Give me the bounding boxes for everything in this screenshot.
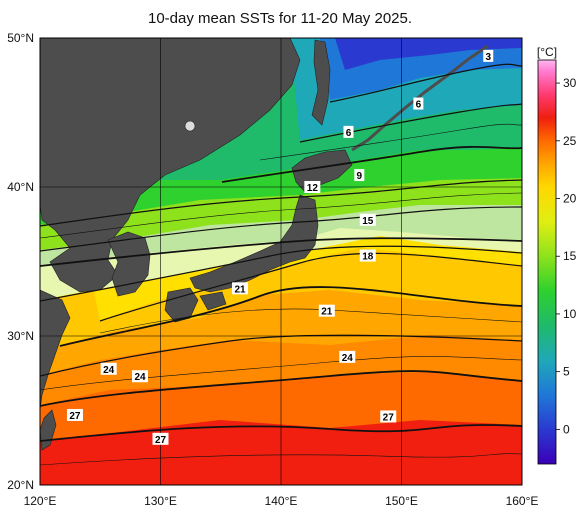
isotherm-label: 15	[359, 213, 376, 227]
colorbar-ticks: 30 25 20 15 10 5 0	[556, 76, 577, 436]
isotherm-label-bg	[318, 304, 335, 317]
isotherm-label-bg	[483, 49, 494, 62]
isotherm-label-text: 27	[69, 411, 81, 422]
isotherm-label-text: 6	[416, 100, 422, 111]
isotherm-label: 21	[318, 304, 335, 318]
land-kyushu	[164, 287, 199, 323]
isotherm-label-bg	[339, 350, 356, 363]
isotherm-label-text: 24	[103, 365, 115, 376]
isotherm-label: 24	[132, 370, 149, 383]
x-tick-label: 160°E	[506, 494, 539, 508]
colorbar-tick-label: 15	[563, 249, 577, 263]
y-tick-label: 40°N	[7, 180, 34, 194]
isotherm-label: 9	[354, 169, 365, 182]
map-title: 10-day mean SSTs for 11-20 May 2025.	[147, 10, 413, 27]
x-tick-label: 130°E	[144, 494, 177, 508]
isotherm-lines	[40, 63, 522, 466]
isotherm-label-bg	[359, 213, 376, 226]
isotherm-label-text: 27	[155, 435, 167, 446]
x-tick-label: 120°E	[24, 494, 57, 508]
colorbar-unit: [°C]	[537, 45, 557, 59]
y-tick-label: 30°N	[7, 329, 34, 343]
isotherm-label-text: 3	[485, 52, 491, 63]
y-axis-labels: 50°N 40°N 30°N 20°N	[7, 31, 34, 492]
isotherm-label: 24	[339, 350, 356, 364]
isotherm-label: 27	[380, 410, 397, 423]
colorbar-tick-label: 30	[563, 76, 577, 90]
isotherm-label: 6	[343, 125, 354, 139]
x-tick-label: 140°E	[265, 494, 298, 508]
isotherm-label-text: 24	[134, 372, 146, 383]
y-tick-label: 50°N	[7, 31, 34, 45]
land-shikoku	[199, 291, 227, 311]
land-korea	[107, 231, 151, 297]
colorbar-tick-label: 10	[563, 307, 577, 321]
isotherm-label-text: 12	[307, 183, 319, 194]
map-area: 3 6 6 9 12 15 18 21 21 24 24 24 27 27 27	[40, 38, 522, 485]
colorbar-tick-label: 0	[563, 422, 570, 436]
isotherm-label-text: 21	[321, 307, 333, 318]
isotherm-label-bg	[304, 181, 321, 193]
isotherm-label-bg	[232, 282, 249, 295]
isotherm-label: 6	[413, 97, 424, 111]
colorbar-tick-label: 25	[563, 134, 577, 148]
isotherm-label-text: 9	[357, 171, 363, 182]
colorbar: [°C] 30 25 20 15 10 5 0	[537, 45, 577, 465]
isotherm-labels: 3 6 6 9 12 15 18 21 21 24 24 24 27 27 27	[66, 49, 494, 446]
isotherm-label-bg	[354, 169, 365, 182]
grid	[40, 38, 522, 485]
isotherm-label-text: 27	[383, 412, 395, 423]
isotherm-label-text: 24	[342, 353, 354, 364]
y-tick-label: 20°N	[7, 478, 34, 492]
isotherm-label-bg	[343, 125, 354, 138]
x-axis-labels: 120°E 130°E 140°E 150°E 160°E	[24, 494, 539, 508]
isotherm-label: 21	[232, 282, 249, 295]
land-sakhalin	[311, 39, 331, 126]
isotherm-label-bg	[152, 432, 169, 445]
colorbar-bar	[537, 59, 557, 465]
isotherm-label: 12	[304, 181, 321, 194]
isotherm-label: 18	[359, 249, 376, 263]
isotherm-label: 3	[483, 49, 494, 63]
isotherm-label: 27	[152, 432, 169, 446]
isotherm-label-bg	[132, 370, 149, 383]
map-frame	[39, 37, 523, 486]
isotherm-label-text: 15	[362, 216, 374, 227]
isotherm-label-bg	[66, 408, 83, 421]
isotherm-label: 27	[66, 408, 83, 422]
x-tick-label: 150°E	[385, 494, 418, 508]
lake-khanka	[184, 120, 196, 132]
colorbar-tick-label: 20	[563, 192, 577, 206]
isotherm-label-bg	[100, 362, 117, 375]
isotherm-label-bg	[359, 249, 376, 262]
isotherm-label-bg	[380, 410, 397, 423]
colorbar-tick-label: 5	[563, 365, 570, 379]
isotherm-label-bg	[413, 97, 424, 110]
isotherm-label: 24	[100, 362, 117, 376]
isotherm-label-text: 6	[346, 128, 352, 139]
isotherm-label-text: 18	[362, 252, 374, 263]
isotherm-label-text: 21	[234, 284, 246, 295]
